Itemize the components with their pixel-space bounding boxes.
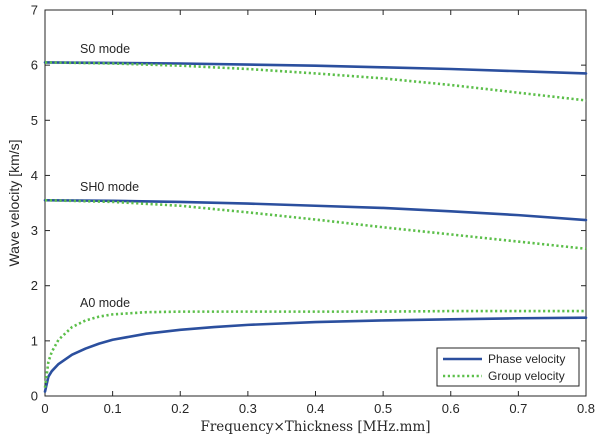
mode-annotation: S0 mode <box>80 42 130 56</box>
y-tick-label: 6 <box>31 58 38 73</box>
series-a0-group-line <box>43 309 586 388</box>
axes: 0 0.1 0.2 0.3 0.4 0.5 0.6 0.7 0.8 0 1 2 3 4 5 6 7 Frequen… <box>6 3 595 436</box>
x-tick-label: 0.4 <box>306 401 324 416</box>
series-s0-group-line <box>44 61 587 102</box>
x-tick-label: 0.3 <box>239 401 257 416</box>
x-tick-label: 0.5 <box>374 401 392 416</box>
y-tick-label: 1 <box>31 333 38 348</box>
legend-label: Group velocity <box>488 369 565 383</box>
y-tick-label: 3 <box>31 223 38 238</box>
legend: Phase velocity Group velocity <box>436 347 580 387</box>
y-tick-label: 2 <box>31 278 38 293</box>
series-s0-phase-line <box>43 61 588 75</box>
x-tick-label: 0.7 <box>509 401 527 416</box>
annotations: S0 mode SH0 mode A0 mode <box>80 42 139 310</box>
series-layer <box>43 61 588 393</box>
series-sh0-group-line <box>44 198 587 251</box>
y-tick-label: 0 <box>31 389 38 404</box>
y-tick-label: 7 <box>31 3 38 18</box>
y-tick-label: 4 <box>31 168 38 183</box>
x-tick-label: 0.6 <box>442 401 460 416</box>
x-tick-label: 0.2 <box>171 401 189 416</box>
x-tick-label: 0.1 <box>104 401 122 416</box>
legend-box <box>436 347 580 387</box>
y-axis-label: Wave velocity [km/s] <box>6 139 22 266</box>
legend-label: Phase velocity <box>488 352 565 366</box>
mode-annotation: SH0 mode <box>80 180 139 194</box>
x-axis-label: Frequency×Thickness [MHz.mm] <box>200 419 430 435</box>
series-sh0-phase-line <box>43 198 588 222</box>
x-tick-label: 0.8 <box>577 401 595 416</box>
mode-annotation: A0 mode <box>80 296 130 310</box>
y-tick-label: 5 <box>31 113 38 128</box>
x-tick-label: 0 <box>41 401 48 416</box>
series-a0-phase-line <box>43 316 588 393</box>
